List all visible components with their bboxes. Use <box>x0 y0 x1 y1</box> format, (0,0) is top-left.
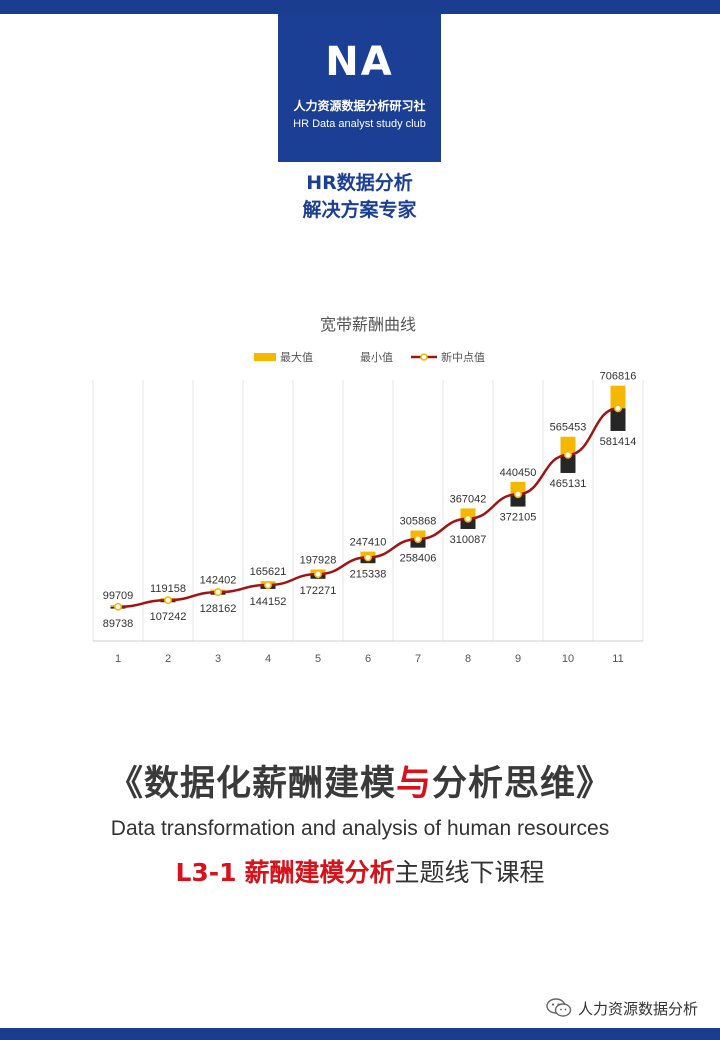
midpoint-marker <box>364 553 372 562</box>
data-label-max: 305868 <box>400 516 437 528</box>
logo-name-cn: 人力资源数据分析研习社 <box>293 99 426 113</box>
x-tick-label: 2 <box>165 653 171 665</box>
tagline-line2: 解决方案专家 <box>302 199 417 221</box>
data-label-max: 197928 <box>300 554 337 566</box>
data-label-max: 165621 <box>250 566 287 578</box>
bar-max <box>410 530 426 540</box>
bar-max <box>510 481 526 495</box>
chart-title: 宽带薪酬曲线 <box>320 316 416 334</box>
headline: 《数据化薪酬建模与分析思维》 <box>0 758 720 810</box>
data-label-min: 258406 <box>400 553 437 565</box>
headline-close-quote: 》 <box>576 764 613 804</box>
course-highlight: 薪酬建模分析 <box>244 858 395 887</box>
bar-min <box>410 539 426 548</box>
data-label-max: 440450 <box>500 467 537 479</box>
headline-open-quote: 《 <box>107 764 144 804</box>
midpoint-marker <box>564 450 572 459</box>
headline-highlight: 与 <box>395 764 432 804</box>
x-tick-label: 9 <box>515 653 521 665</box>
midpoint-marker <box>164 596 172 605</box>
logo-mark: NA <box>325 39 394 85</box>
data-label-min: 372105 <box>500 512 537 524</box>
tagline-line1: HR数据分析 <box>306 172 413 194</box>
legend-marker-midpoint <box>420 353 428 361</box>
data-label-min: 581414 <box>600 436 637 448</box>
data-label-max: 367042 <box>450 493 487 505</box>
x-tick-label: 11 <box>612 653 623 665</box>
course-rest: 主题线下课程 <box>394 858 545 887</box>
midpoint-marker <box>464 514 472 523</box>
wechat-icon <box>546 998 572 1018</box>
bar-max <box>460 508 476 519</box>
x-tick-label: 6 <box>365 653 371 665</box>
logo-block: NA 人力资源数据分析研习社 HR Data analyst study clu… <box>278 14 441 162</box>
data-label-min: 128162 <box>200 603 237 615</box>
logo-name-en: HR Data analyst study club <box>293 118 426 130</box>
top-bar <box>0 0 720 14</box>
bottom-bar <box>0 1028 720 1040</box>
data-label-max: 565453 <box>550 422 587 434</box>
midpoint-marker <box>214 588 222 597</box>
x-tick-label: 4 <box>265 653 271 665</box>
midpoint-marker <box>514 490 522 499</box>
x-tick-label: 3 <box>215 653 221 665</box>
midpoint-marker <box>114 602 122 611</box>
data-label-min: 172271 <box>300 585 337 597</box>
course-line: L3-1 薪酬建模分析主题线下课程 <box>0 855 720 891</box>
legend-swatch-max <box>254 353 276 361</box>
x-tick-label: 7 <box>415 653 421 665</box>
headline-part2: 分析思维 <box>432 764 577 804</box>
data-label-max: 706816 <box>600 371 637 383</box>
midpoint-marker <box>414 535 422 544</box>
midpoint-marker <box>614 404 622 413</box>
bar-min <box>460 518 476 529</box>
legend-label-midpoint: 新中点值 <box>441 350 485 364</box>
headline-part1: 数据化薪酬建模 <box>143 764 396 804</box>
midpoint-marker <box>264 581 272 589</box>
tagline: HR数据分析 解决方案专家 <box>278 170 441 224</box>
data-label-max: 247410 <box>350 537 387 549</box>
x-tick-label: 5 <box>315 653 321 665</box>
x-tick-label: 8 <box>465 653 471 665</box>
course-code: L3-1 <box>175 858 237 887</box>
bar-min <box>510 494 526 507</box>
legend-label-max: 最大值 <box>280 350 313 364</box>
x-tick-label: 10 <box>562 653 574 665</box>
midpoint-line <box>117 407 619 609</box>
bar-min <box>560 454 576 473</box>
data-label-min: 107242 <box>150 611 187 623</box>
data-label-min: 144152 <box>250 596 287 608</box>
bar-max <box>610 385 626 409</box>
wechat-account: 人力资源数据分析 <box>546 996 698 1020</box>
midpoint-marker <box>314 570 322 579</box>
data-label-max: 99709 <box>103 590 134 602</box>
bar-max <box>560 436 576 455</box>
subtitle: Data transformation and analysis of huma… <box>110 817 610 840</box>
data-label-min: 465131 <box>550 478 587 490</box>
legend-label-min: 最小值 <box>360 351 393 364</box>
bar-min <box>610 408 626 431</box>
wechat-account-name: 人力资源数据分析 <box>577 999 698 1018</box>
data-label-max: 142402 <box>200 575 237 587</box>
data-label-min: 89738 <box>103 618 134 630</box>
x-tick-label: 1 <box>115 653 121 665</box>
data-label-min: 310087 <box>450 534 487 546</box>
data-label-max: 119158 <box>150 583 186 595</box>
data-label-min: 215338 <box>350 568 387 580</box>
